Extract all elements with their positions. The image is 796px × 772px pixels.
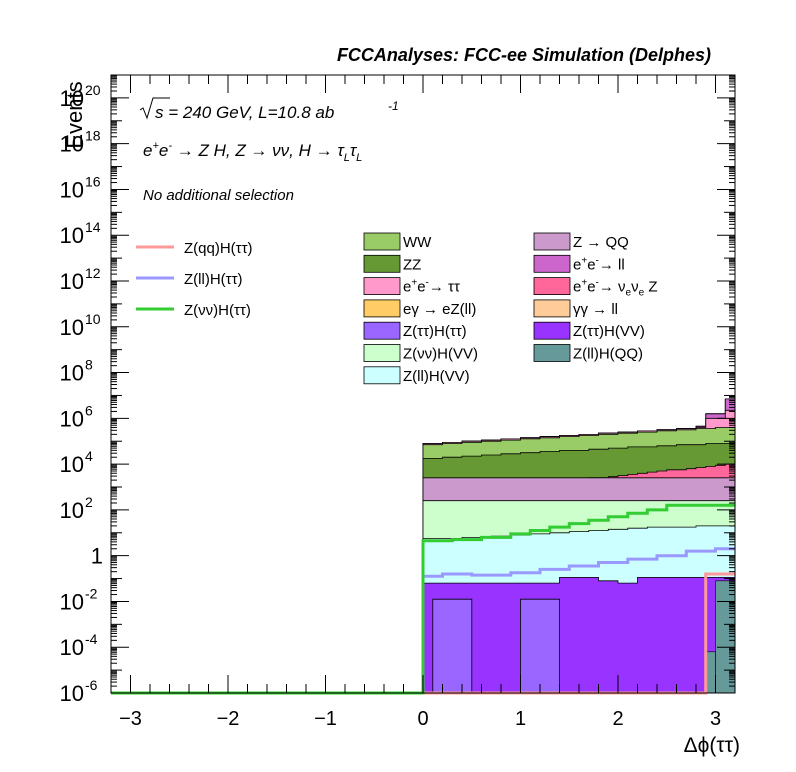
y-tick-label: 10 <box>60 132 84 157</box>
legend-label: Z(ll)H(VV) <box>403 368 470 385</box>
y-tick-exponent: 10 <box>85 311 101 327</box>
y-tick-exponent: 6 <box>85 402 93 418</box>
y-tick-exponent: 16 <box>85 173 101 189</box>
line-series-2 <box>111 503 735 695</box>
legend-label: e+e-→ ττ <box>403 278 460 296</box>
x-axis-label: Δϕ(ττ) <box>684 734 740 757</box>
legend-label: Z(qq)H(ττ) <box>184 240 253 257</box>
x-tick-label: 2 <box>612 708 623 730</box>
y-tick-label: 10 <box>60 223 84 248</box>
legend-label: eγ → eZ(ll) <box>403 301 476 318</box>
legend-fill-swatch <box>533 254 571 273</box>
x-tick-label: 3 <box>710 708 721 730</box>
y-tick-label: 10 <box>60 315 84 340</box>
stacked-histogram <box>422 398 736 694</box>
legend-fill-swatch <box>533 277 571 296</box>
small-bar-1 <box>715 580 736 694</box>
legend-label: Z → QQ <box>573 234 629 251</box>
energy-sqrt-text: s <box>155 103 164 122</box>
legend-fill-swatch <box>363 232 401 251</box>
legend-label: Z(νν)H(VV) <box>403 346 478 363</box>
legend-fill-swatch <box>533 321 571 340</box>
y-tick-label: 10 <box>60 406 84 431</box>
legend-label: Z(ll)H(QQ) <box>573 346 643 363</box>
y-tick-exponent: 8 <box>85 357 93 373</box>
energy-exp-text: -1 <box>388 99 399 113</box>
legend-fill-swatch <box>363 299 401 318</box>
y-tick-label: 10 <box>60 86 84 111</box>
legend-fill-swatch <box>533 299 571 318</box>
y-tick-exponent: -6 <box>85 677 98 693</box>
y-tick-exponent: 18 <box>85 128 101 144</box>
legend-label: γγ → ll <box>573 301 618 318</box>
legend-fill-swatch <box>363 321 401 340</box>
x-tick-label: 0 <box>417 708 428 730</box>
y-tick-exponent: 20 <box>85 82 101 98</box>
x-axis-ticks: −3 −2 −1 0 1 2 3 <box>110 75 736 730</box>
line-series-1 <box>111 547 735 695</box>
legend-fill-swatch <box>363 344 401 362</box>
energy-annotation: s = 240 GeV, L=10.8 ab -1 <box>139 97 399 122</box>
legend-label: Z(ττ)H(ττ) <box>403 323 467 340</box>
legend-fill-swatch <box>363 277 401 296</box>
x-tick-label: 1 <box>515 708 526 730</box>
y-tick-exponent: 2 <box>85 494 93 510</box>
legend-fill-swatch <box>533 232 571 251</box>
x-tick-label: −3 <box>119 708 142 730</box>
y-axis-label: Events <box>62 81 87 148</box>
selection-annotation: No additional selection <box>143 187 294 204</box>
process-annotation: e+e- → Z H, Z → νν, H → τLτL <box>143 140 362 164</box>
legend-label: e+e-→ ll <box>573 255 625 273</box>
y-tick-label: 10 <box>60 452 84 477</box>
y-tick-label: 10 <box>60 498 84 523</box>
y-tick-exponent: -2 <box>85 585 98 601</box>
y-tick-label: 10 <box>60 635 84 660</box>
legend-label: Z(νν)H(ττ) <box>184 302 251 319</box>
legend-label: ZZ <box>403 256 421 273</box>
legend-label: Z(ll)H(ττ) <box>184 271 243 288</box>
legend-fill-swatch <box>363 254 401 273</box>
x-tick-label: −2 <box>217 708 240 730</box>
y-tick-exponent: 4 <box>85 448 93 464</box>
legend-label: Z(ττ)H(VV) <box>573 323 645 340</box>
y-tick-label: 10 <box>60 681 84 706</box>
energy-value-text: = 240 GeV, L=10.8 ab <box>168 103 334 122</box>
y-tick-label: 10 <box>60 361 84 386</box>
y-tick-exponent: -4 <box>85 631 98 647</box>
small-bar-0 <box>705 651 716 694</box>
legend: Z(qq)H(ττ) Z(ll)H(ττ) Z(νν)H(ττ) WW ZZ e+e-→ … <box>136 232 658 385</box>
legend-label: e+e-→ νeνe Z <box>573 278 658 299</box>
y-tick-exponent: 12 <box>85 265 101 281</box>
y-tick-label: 10 <box>60 269 84 294</box>
y-tick-label: 10 <box>60 177 84 202</box>
svg-text:s = 240 GeV, L=10.8 ab: s = 240 GeV, L=10.8 ab <box>155 103 334 122</box>
y-tick-label: 1 <box>91 544 103 569</box>
y-tick-exponent: 14 <box>85 219 101 235</box>
y-tick-label: 10 <box>60 589 84 614</box>
stack-layer-2 <box>422 577 736 694</box>
legend-label: WW <box>403 234 432 251</box>
chart-title: FCCAnalyses: FCC-ee Simulation (Delphes) <box>337 45 711 65</box>
legend-fill-swatch <box>363 366 401 385</box>
x-tick-label: −1 <box>314 708 337 730</box>
legend-fill-swatch <box>533 344 571 362</box>
